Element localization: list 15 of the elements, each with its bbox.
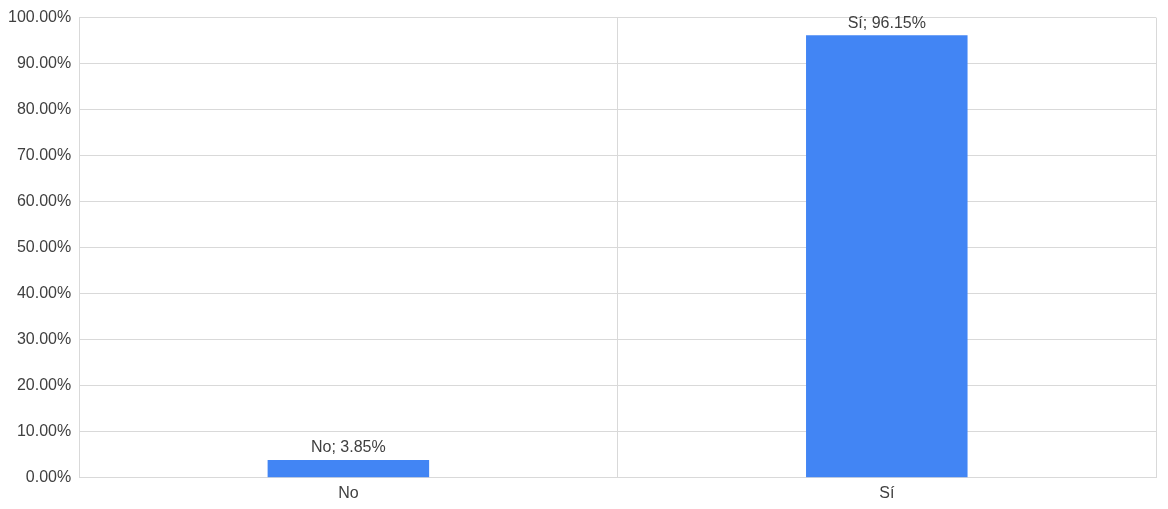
y-tick-label: 30.00% xyxy=(16,330,72,348)
y-tick-label: 100.00% xyxy=(7,8,72,26)
y-tick-label: 20.00% xyxy=(16,376,72,394)
data-label: Sí; 96.15% xyxy=(847,13,926,31)
y-tick-label: 50.00% xyxy=(16,238,72,256)
y-tick-label: 0.00% xyxy=(25,468,72,486)
y-tick-label: 90.00% xyxy=(16,54,72,72)
y-tick-label: 80.00% xyxy=(16,100,72,118)
x-tick-label: Sí xyxy=(879,483,895,501)
y-tick-label: 10.00% xyxy=(16,422,72,440)
data-label: No; 3.85% xyxy=(311,438,386,456)
y-tick-label: 70.00% xyxy=(16,146,72,164)
x-tick-label: No xyxy=(338,483,359,501)
y-tick-label: 60.00% xyxy=(16,192,72,210)
y-tick-label: 40.00% xyxy=(16,284,72,302)
